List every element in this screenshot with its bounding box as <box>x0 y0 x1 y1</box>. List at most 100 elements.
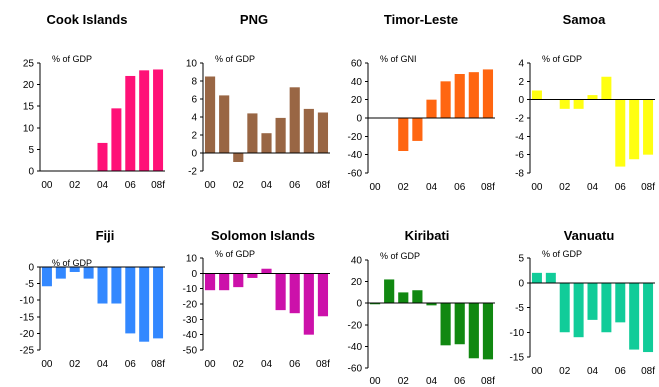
x-tick-label-kiribati: 08f <box>481 376 495 387</box>
bar-png-07 <box>303 108 314 153</box>
bar-solomon-islands-01 <box>219 273 230 291</box>
bar-vanuatu-06 <box>615 282 626 323</box>
y-tick-label-solomon-islands: -40 <box>183 330 198 341</box>
bar-png-08f <box>317 112 329 153</box>
bar-vanuatu-02 <box>559 282 570 333</box>
x-tick-label-vanuatu: 08f <box>641 366 655 377</box>
y-tick-label-samoa: -8 <box>515 169 524 180</box>
y-tick-label-fiji: 0 <box>28 263 34 274</box>
y-tick-label-timor-leste: 40 <box>351 77 363 88</box>
x-tick-label-png: 04 <box>261 180 273 191</box>
bar-samoa-06 <box>615 99 626 167</box>
y-tick-label-timor-leste: 20 <box>351 95 363 106</box>
x-tick-label-timor-leste: 02 <box>398 182 410 193</box>
bar-timor-leste-03 <box>412 118 423 141</box>
y-tick-label-timor-leste: -20 <box>348 132 363 143</box>
y-tick-label-timor-leste: -40 <box>348 150 363 161</box>
bar-vanuatu-01 <box>545 272 556 283</box>
x-tick-label-vanuatu: 00 <box>531 366 543 377</box>
y-tick-label-png: 8 <box>191 77 197 88</box>
y-tick-label-png: 6 <box>191 95 197 106</box>
y-tick-label-kiribati: -60 <box>348 364 363 375</box>
x-tick-label-timor-leste: 08f <box>481 182 495 193</box>
y-tick-label-solomon-islands: -30 <box>183 315 198 326</box>
bar-samoa-08f <box>643 99 654 155</box>
bar-samoa-07 <box>629 99 640 160</box>
y-tick-label-png: 4 <box>191 113 197 124</box>
bar-samoa-05 <box>601 76 612 100</box>
x-tick-label-samoa: 04 <box>587 182 599 193</box>
bar-solomon-islands-07 <box>303 273 314 335</box>
bar-vanuatu-05 <box>601 282 612 333</box>
y-tick-label-kiribati: 40 <box>351 256 363 267</box>
y-tick-label-timor-leste: 0 <box>356 114 362 125</box>
bar-solomon-islands-08f <box>317 273 329 317</box>
y-tick-label-solomon-islands: 10 <box>186 254 198 265</box>
x-tick-label-solomon-islands: 08f <box>316 359 330 370</box>
chart-title-png: PNG <box>240 12 268 27</box>
y-tick-label-solomon-islands: 0 <box>191 269 197 280</box>
bar-png-00 <box>204 76 216 153</box>
y-tick-label-vanuatu: -10 <box>510 328 525 339</box>
y-tick-label-fiji: -25 <box>20 346 35 357</box>
x-tick-label-solomon-islands: 02 <box>233 359 245 370</box>
bar-vanuatu-04 <box>587 282 598 320</box>
bar-vanuatu-07 <box>629 282 640 350</box>
bar-cook-islands-04 <box>97 142 108 171</box>
x-tick-label-cook-islands: 00 <box>41 180 53 191</box>
y-tick-label-png: 0 <box>191 149 197 160</box>
x-tick-label-png: 02 <box>233 180 245 191</box>
bar-cook-islands-06 <box>125 75 136 171</box>
y-tick-label-solomon-islands: -20 <box>183 300 198 311</box>
x-tick-label-cook-islands: 04 <box>97 180 109 191</box>
chart-title-samoa: Samoa <box>563 12 606 27</box>
x-tick-label-fiji: 00 <box>41 359 53 370</box>
bar-timor-leste-06 <box>454 74 465 118</box>
chart-title-cook-islands: Cook Islands <box>47 12 128 27</box>
chart-title-vanuatu: Vanuatu <box>564 228 615 243</box>
y-tick-label-timor-leste: 60 <box>351 59 363 70</box>
y-tick-label-samoa: 2 <box>518 77 524 88</box>
bar-samoa-00 <box>531 90 542 100</box>
bar-cook-islands-05 <box>111 108 122 171</box>
bar-fiji-00 <box>41 267 52 287</box>
y-unit-label-cook-islands: % of GDP <box>52 54 92 64</box>
x-tick-label-vanuatu: 04 <box>587 366 599 377</box>
chart-title-kiribati: Kiribati <box>405 228 450 243</box>
x-tick-label-png: 00 <box>204 180 216 191</box>
bar-samoa-02 <box>559 99 570 109</box>
y-tick-label-kiribati: 0 <box>356 299 362 310</box>
bar-kiribati-08f <box>482 303 494 360</box>
y-tick-label-kiribati: -40 <box>348 342 363 353</box>
y-tick-label-cook-islands: 15 <box>23 102 35 113</box>
y-tick-label-fiji: -5 <box>25 279 34 290</box>
bar-timor-leste-02 <box>398 118 409 151</box>
x-tick-label-kiribati: 04 <box>426 376 438 387</box>
y-tick-label-kiribati: -20 <box>348 320 363 331</box>
bar-kiribati-01 <box>384 279 395 304</box>
bar-kiribati-04 <box>426 303 437 306</box>
bar-kiribati-02 <box>398 292 409 304</box>
x-tick-label-samoa: 06 <box>615 182 627 193</box>
x-tick-label-samoa: 02 <box>559 182 571 193</box>
bar-kiribati-06 <box>454 303 465 345</box>
y-tick-label-cook-islands: 25 <box>23 59 35 70</box>
x-tick-label-timor-leste: 00 <box>369 182 381 193</box>
y-unit-label-kiribati: % of GDP <box>380 251 420 261</box>
y-unit-label-vanuatu: % of GDP <box>542 249 582 259</box>
bar-kiribati-03 <box>412 290 423 304</box>
y-unit-label-fiji: % of GDP <box>52 258 92 268</box>
x-tick-label-cook-islands: 06 <box>125 180 137 191</box>
x-tick-label-timor-leste: 06 <box>454 182 466 193</box>
bar-cook-islands-07 <box>139 70 150 171</box>
bar-png-04 <box>261 133 272 153</box>
y-tick-label-samoa: -4 <box>515 132 524 143</box>
bar-solomon-islands-00 <box>204 273 216 291</box>
y-tick-label-samoa: -2 <box>515 114 524 125</box>
bar-fiji-02 <box>69 267 80 272</box>
y-tick-label-samoa: 0 <box>518 95 524 106</box>
x-tick-label-kiribati: 06 <box>454 376 466 387</box>
bar-fiji-01 <box>55 267 66 279</box>
bar-cook-islands-08f <box>153 69 164 171</box>
